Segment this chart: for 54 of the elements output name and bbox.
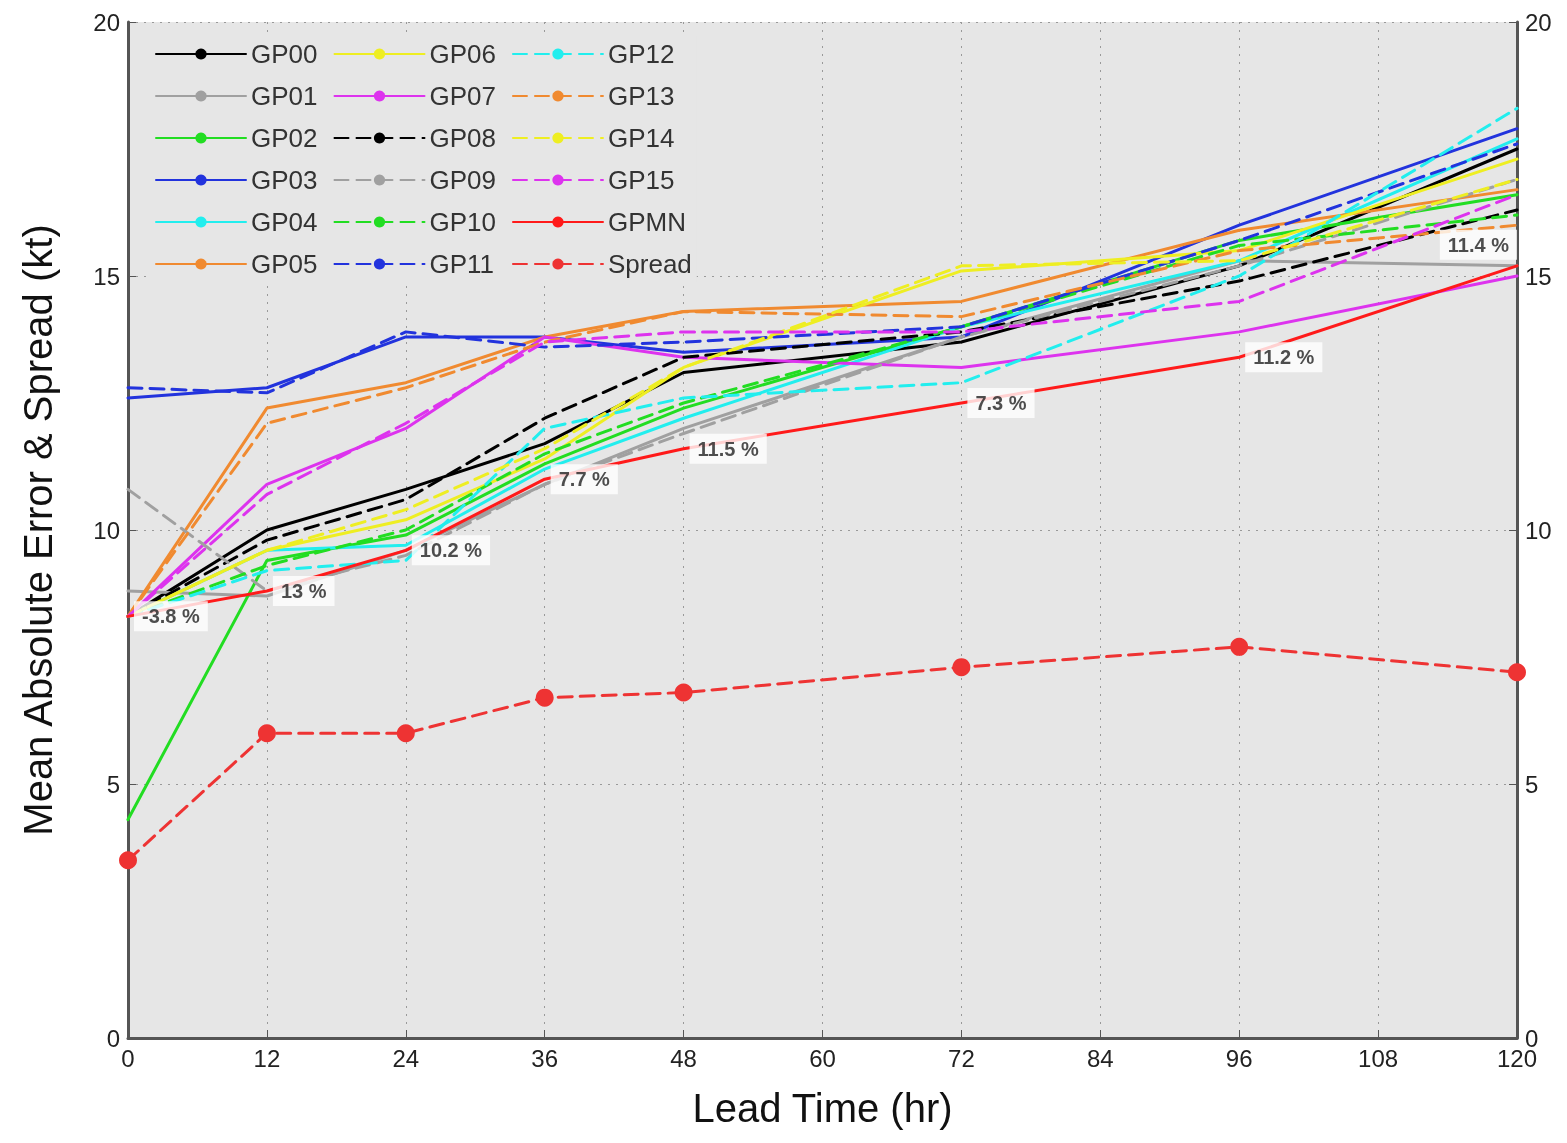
legend-label: GP02 xyxy=(251,123,318,153)
legend-label: GP01 xyxy=(251,81,318,111)
legend-label: GP15 xyxy=(607,165,675,195)
annotation: 11.4 % xyxy=(1447,233,1510,256)
annotation: 13 % xyxy=(280,579,327,602)
legend-label: GP12 xyxy=(607,39,675,69)
annotation: 7.7 % xyxy=(558,468,611,491)
y-tick-label: 20 xyxy=(93,8,120,36)
x-tick-label: 48 xyxy=(670,1044,697,1072)
legend-label: GP09 xyxy=(429,165,496,195)
y-tick-label: 10 xyxy=(93,516,120,544)
annotation: 11.5 % xyxy=(697,437,759,460)
legend-label: GP14 xyxy=(607,123,675,153)
point xyxy=(1230,637,1249,656)
y-tick-label: 0 xyxy=(106,1024,120,1052)
x-tick-label: 96 xyxy=(1225,1044,1253,1072)
point xyxy=(257,724,276,743)
annotation: 11.2 % xyxy=(1253,346,1315,369)
x-axis-title: Lead Time (hr) xyxy=(692,1086,953,1130)
legend-label: Spread xyxy=(607,249,692,279)
point xyxy=(1508,663,1526,682)
legend-label: GP13 xyxy=(607,81,675,111)
y2-tick-label: 10 xyxy=(1525,516,1552,544)
legend-label: GP03 xyxy=(251,165,318,195)
x-tick-label: 12 xyxy=(253,1044,281,1072)
point xyxy=(674,683,693,702)
annotation: 10.2 % xyxy=(419,539,483,562)
x-tick-label: 84 xyxy=(1086,1044,1114,1072)
point xyxy=(952,658,971,677)
legend-label: GP07 xyxy=(429,81,496,111)
y-tick-label: 15 xyxy=(93,262,120,290)
point xyxy=(535,688,554,707)
legend-label: GP08 xyxy=(429,123,496,153)
legend-label: GPMN xyxy=(607,207,686,237)
legend-label: GP10 xyxy=(429,207,496,237)
x-tick-label: 60 xyxy=(809,1044,836,1072)
x-tick-label: 36 xyxy=(531,1044,559,1072)
legend-label: GP06 xyxy=(429,39,496,69)
annotation: 7.3 % xyxy=(975,392,1027,414)
legend-label: GP11 xyxy=(429,249,495,279)
x-tick-label: 72 xyxy=(948,1044,975,1072)
y2-tick-label: 5 xyxy=(1525,770,1539,798)
x-tick-label: 24 xyxy=(392,1044,420,1072)
y-tick-label: 5 xyxy=(106,770,120,798)
legend-label: GP05 xyxy=(251,249,318,279)
legend-label: GP00 xyxy=(251,39,318,69)
y2-tick-label: 20 xyxy=(1525,8,1552,36)
point xyxy=(396,724,415,743)
x-tick-label: 108 xyxy=(1358,1044,1399,1072)
y2-tick-label: 15 xyxy=(1525,262,1552,290)
legend-label: GP04 xyxy=(251,207,318,237)
annotation: -3.8 % xyxy=(142,605,201,628)
point xyxy=(119,851,137,870)
y-axis-title: Mean Absolute Error & Spread (kt) xyxy=(16,224,60,836)
